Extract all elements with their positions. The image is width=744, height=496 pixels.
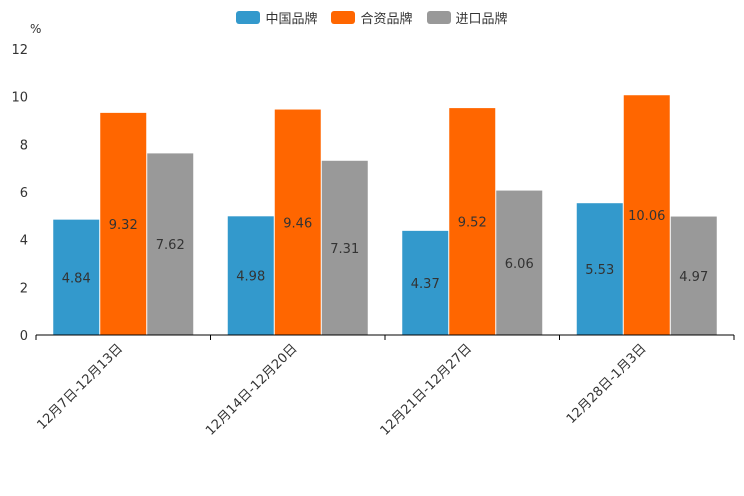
y-tick-label: 4: [20, 234, 28, 249]
bar-data-label: 5.53: [585, 263, 614, 278]
legend-label-import: 进口品牌: [455, 12, 508, 27]
bar-data-label: 10.06: [628, 209, 665, 224]
bar: [670, 216, 717, 335]
bar: [576, 203, 623, 335]
y-tick-label: 2: [20, 281, 28, 296]
legend: 中国品牌 合资品牌 进口品牌: [0, 8, 744, 27]
bar: [274, 109, 321, 335]
bar-data-label: 6.06: [505, 257, 534, 272]
bar: [53, 219, 100, 335]
bar: [402, 230, 449, 335]
x-tick-label: 12月14日-12月20日: [203, 341, 300, 438]
bar-data-label: 4.97: [679, 270, 708, 285]
y-tick-label: 6: [20, 186, 28, 201]
bar-data-label: 4.37: [411, 277, 440, 292]
bar: [496, 190, 543, 335]
y-tick-label: 12: [11, 43, 28, 58]
bar-data-label: 7.31: [330, 242, 359, 257]
legend-swatch-china: [236, 11, 261, 24]
legend-item-import[interactable]: 进口品牌: [426, 8, 508, 27]
bar-data-label: 9.32: [109, 218, 138, 233]
legend-swatch-import: [426, 11, 451, 24]
x-tick-label: 12月28日-1月3日: [564, 341, 650, 427]
x-tick-label: 12月7日-12月13日: [34, 341, 126, 433]
legend-swatch-joint: [331, 11, 356, 24]
y-tick-label: 0: [20, 329, 28, 344]
legend-item-joint[interactable]: 合资品牌: [331, 8, 413, 27]
bar-data-label: 4.98: [236, 270, 265, 285]
y-tick-label: 10: [11, 91, 28, 106]
y-tick-label: 8: [20, 138, 28, 153]
bar: [321, 160, 368, 335]
legend-label-china: 中国品牌: [265, 12, 318, 27]
bar-data-label: 9.52: [458, 216, 487, 231]
bar-data-label: 4.84: [62, 271, 91, 286]
bar: [623, 95, 670, 335]
y-axis-unit: %: [30, 22, 42, 36]
legend-label-joint: 合资品牌: [360, 12, 413, 27]
bar: [147, 153, 194, 335]
bar: [449, 108, 496, 336]
bar-data-label: 7.62: [156, 238, 185, 253]
legend-item-china[interactable]: 中国品牌: [236, 8, 317, 27]
x-tick-label: 12月21日-12月27日: [378, 341, 475, 438]
bar: [227, 216, 274, 335]
bar: [100, 112, 147, 335]
bar-data-label: 9.46: [283, 216, 312, 231]
